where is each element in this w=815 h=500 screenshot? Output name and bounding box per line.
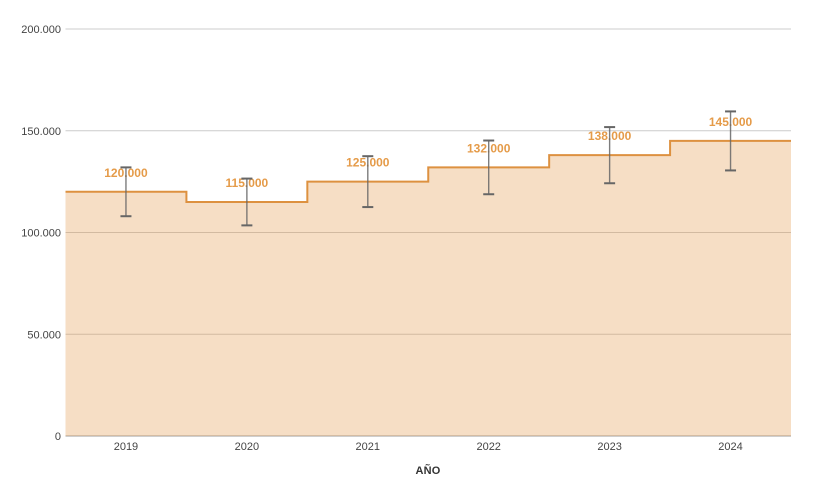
y-tick-label: 150.000 bbox=[21, 126, 61, 138]
series-step-line bbox=[65, 139, 791, 203]
x-tick-label: 2024 bbox=[718, 441, 742, 453]
x-tick-label: 2023 bbox=[597, 441, 621, 453]
y-tick-label: 0 bbox=[55, 431, 61, 443]
x-tick-label: 2019 bbox=[114, 441, 138, 453]
y-tick-label: 50.000 bbox=[27, 329, 61, 341]
x-tick-label: 2020 bbox=[235, 441, 259, 453]
x-tick-label: 2021 bbox=[356, 441, 380, 453]
y-tick-label: 200.000 bbox=[21, 24, 61, 36]
series-area-fill[interactable] bbox=[65, 140, 792, 437]
x-tick-label: 2022 bbox=[476, 441, 500, 453]
y-tick-label: 100.000 bbox=[21, 228, 61, 240]
x-axis-title: AÑO bbox=[415, 465, 441, 477]
